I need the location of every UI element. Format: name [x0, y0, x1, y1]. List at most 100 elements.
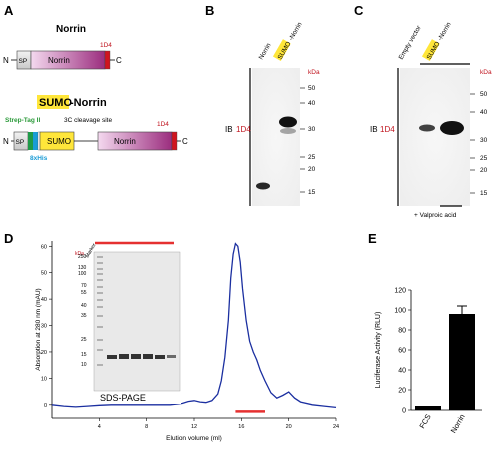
- y-tick-label-d: 30: [41, 324, 47, 330]
- band-empty-vector: [419, 124, 435, 132]
- marker-b-40: 40: [308, 100, 316, 107]
- 1d4-tag-box-2: [171, 131, 178, 151]
- luciferase-chart: 0 20 40 60 80 100 120 Luciferase Activity (RLU)…: [375, 288, 482, 435]
- sumo-highlight: [37, 95, 69, 109]
- x-tick-label-d: 12: [191, 424, 197, 430]
- cleavage-site-label: 3C cleavage site: [64, 117, 112, 124]
- c-terminus-label: C: [116, 56, 122, 65]
- band-sumo-norrin: [279, 116, 297, 128]
- panel-d: D 0 10 20 30 40 50 60 4 8 12 16 20 24 Elution volume …: [4, 231, 339, 442]
- chromatogram-chart: 0 10 20 30 40 50 60 4 8 12 16 20 24 Elution volume (m…: [35, 241, 339, 442]
- panel-b: B Norrin SUMO -Norrin IB 1D4 kDa 50 40 3…: [205, 3, 320, 206]
- panel-letter-a: A: [4, 3, 14, 18]
- marker-b-50: 50: [308, 85, 316, 92]
- panel-c: C Empty vector SUMO -Norrin IB 1D4 kDa 5…: [354, 3, 492, 219]
- inset-ladder-25: 25: [81, 337, 87, 343]
- lane-label-sumo-rest-c: -Norrin: [437, 21, 453, 42]
- y-tick-label-e: 120: [394, 288, 406, 295]
- ib-antibody-b: 1D4: [236, 125, 251, 134]
- band-sumo-norrin-c: [440, 121, 464, 135]
- lane-label-empty-vector: Empty vector: [398, 24, 423, 61]
- blot-c: [400, 68, 470, 206]
- x-tick-label-d: 16: [238, 424, 244, 430]
- y-tick-label-e: 80: [398, 328, 406, 335]
- y-tick-label-e: 20: [398, 388, 406, 395]
- y-tick-label-d: 60: [41, 244, 47, 250]
- marker-b-15: 15: [308, 189, 316, 196]
- y-tick-label-d: 40: [41, 297, 47, 303]
- chromatogram-trace: [51, 242, 337, 409]
- n-terminus-label: N: [3, 56, 9, 65]
- category-label-norrin: Norrin: [449, 413, 467, 435]
- 1d4-tag-box: [104, 50, 111, 70]
- norrin-domain-label: Norrin: [48, 56, 70, 65]
- marker-c-40: 40: [480, 109, 488, 116]
- inset-ladder-130: 130: [78, 265, 87, 271]
- x-tick-label-d: 24: [333, 424, 339, 430]
- inset-ladder-40: 40: [81, 303, 87, 309]
- 1d4-tag-label: 1D4: [100, 42, 112, 49]
- marker-ticks-b: 50 40 30 25 20 15: [300, 85, 316, 196]
- inset-ladder-35: 35: [81, 313, 87, 319]
- band-norrin: [256, 182, 270, 190]
- inset-ladder-labels: 250 130 100 70 55 40 35 25 15 10: [78, 254, 87, 368]
- bar-fcs: [415, 406, 441, 410]
- inset-ladder-55: 55: [81, 290, 87, 296]
- sample-bands: [107, 354, 176, 359]
- marker-c-15: 15: [480, 190, 488, 197]
- y-tick-label-d: 0: [44, 403, 47, 409]
- his-tag-box: [33, 132, 38, 150]
- construct-sumo-title-rest: -Norrin: [70, 97, 107, 109]
- construct-norrin-title: Norrin: [56, 24, 86, 35]
- norrin-domain-label-2: Norrin: [114, 137, 136, 146]
- panel-a: A Norrin N SP Norrin 1D4 C SUMO -Norrin …: [3, 3, 188, 162]
- valproic-acid-label: + Valproic acid: [414, 212, 457, 219]
- strep-tag-box: [28, 132, 33, 150]
- y-tick-label-e: 60: [398, 348, 406, 355]
- panel-letter-b: B: [205, 3, 214, 18]
- marker-c-50: 50: [480, 91, 488, 98]
- kda-label-c: kDa: [480, 69, 492, 76]
- n-terminus-label-2: N: [3, 137, 9, 146]
- inset-ladder-15: 15: [81, 352, 87, 358]
- ib-antibody-c: 1D4: [380, 125, 395, 134]
- kda-label-b: kDa: [308, 69, 320, 76]
- strep-tag-label: Strep-Tag II: [5, 117, 40, 124]
- y-tick-label-d: 20: [41, 350, 47, 356]
- ladder-bands: [97, 256, 103, 366]
- inset-kda-label: kDa: [75, 251, 84, 257]
- his-tag-label: 8xHis: [30, 155, 48, 162]
- x-tick-label-d: 8: [145, 424, 148, 430]
- panel-letter-e: E: [368, 231, 377, 246]
- ib-label-c: IB: [370, 125, 378, 134]
- inset-ladder-250: 250: [78, 254, 87, 260]
- gel-image: [93, 251, 181, 392]
- marker-b-25: 25: [308, 154, 316, 161]
- lane-label-sumo-rest: -Norrin: [288, 21, 304, 42]
- 1d4-tag-label-2: 1D4: [157, 121, 169, 128]
- panel-letter-c: C: [354, 3, 364, 18]
- sds-page-inset: kDa Marker 250 130 100 70 55 40 35 25 15…: [73, 242, 181, 404]
- y-axis-label-d: Absorption at 280 nm (mAU): [35, 288, 42, 370]
- inset-ladder-100: 100: [78, 271, 87, 277]
- y-tick-label-e: 40: [398, 368, 406, 375]
- sumo-domain-label: SUMO: [47, 137, 71, 146]
- marker-b-30: 30: [308, 126, 316, 133]
- x-tick-label-d: 4: [98, 424, 101, 430]
- panel-letter-d: D: [4, 231, 13, 246]
- marker-c-20: 20: [480, 167, 488, 174]
- marker-c-25: 25: [480, 155, 488, 162]
- ib-label-b: IB: [225, 125, 233, 134]
- y-tick-label-e: 0: [402, 408, 406, 415]
- bar-norrin: [449, 314, 475, 410]
- x-axis-label-d: Elution volume (ml): [166, 435, 222, 442]
- sp-label: SP: [19, 58, 28, 65]
- x-tick-label-d: 20: [286, 424, 292, 430]
- y-tick-label-d: 50: [41, 271, 47, 277]
- sp-label-2: SP: [16, 139, 25, 146]
- y-tick-label-d: 10: [41, 376, 47, 382]
- construct-sumo-title-sumo: SUMO: [39, 97, 72, 109]
- y-axis-label-e: Luciferase Activity (RLU): [375, 312, 382, 389]
- inset-ladder-10: 10: [81, 362, 87, 368]
